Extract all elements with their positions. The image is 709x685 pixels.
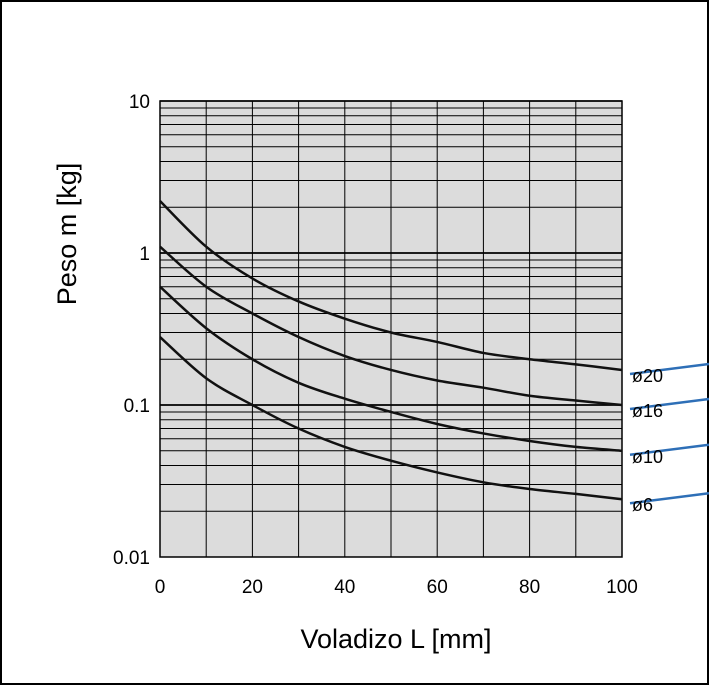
x-tick-label: 0	[155, 577, 166, 598]
y-tick-label: 1	[139, 244, 150, 265]
series-line-1	[159, 245, 623, 407]
x-ticks: 0 20 40 60 80 100	[155, 577, 638, 598]
image-border-bottom	[0, 683, 709, 685]
grid	[160, 100, 622, 557]
y-axis-title: Peso m [kg]	[52, 163, 82, 306]
y-tick-label: 0.01	[113, 548, 150, 569]
image-border-right	[707, 0, 709, 685]
x-tick-label: 60	[427, 577, 448, 598]
series-labels: ø20 ø16 ø10 ø6	[632, 366, 663, 515]
series-line-2	[159, 285, 623, 453]
series-line-3	[159, 336, 623, 501]
series-label-1: ø16	[632, 401, 663, 421]
x-axis-title: Voladizo L [mm]	[300, 624, 491, 654]
leader-line-1	[629, 397, 709, 411]
x-tick-label: 40	[334, 577, 355, 598]
series-layer	[159, 200, 623, 501]
x-tick-label: 20	[242, 577, 263, 598]
x-tick-label: 100	[606, 577, 638, 598]
leader-line-3	[629, 491, 709, 505]
series-line-0	[159, 200, 623, 372]
series-label-0: ø20	[632, 366, 663, 386]
leader-lines	[629, 362, 709, 505]
series-label-3: ø6	[632, 495, 653, 515]
y-tick-label: 10	[129, 92, 150, 113]
leader-line-2	[629, 443, 709, 456]
series-label-2: ø10	[632, 447, 663, 467]
y-ticks: 0.01 0.1 1 10	[113, 92, 150, 569]
leader-line-0	[629, 362, 709, 376]
x-tick-label: 80	[519, 577, 540, 598]
y-tick-label: 0.1	[124, 396, 150, 417]
